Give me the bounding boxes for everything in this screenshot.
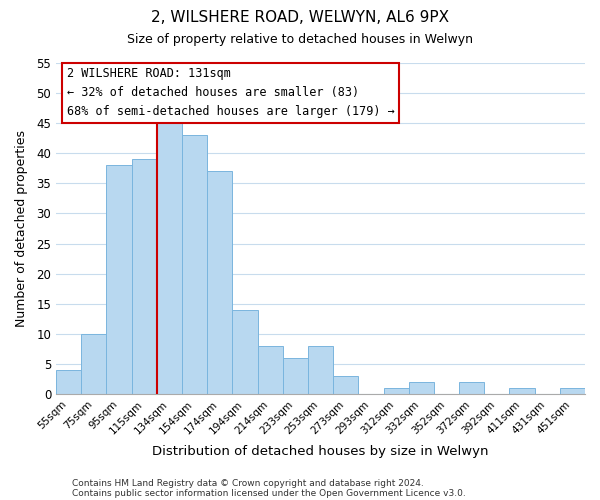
Bar	[131, 159, 157, 394]
Bar	[283, 358, 308, 395]
Text: 2 WILSHERE ROAD: 131sqm
← 32% of detached houses are smaller (83)
68% of semi-de: 2 WILSHERE ROAD: 131sqm ← 32% of detache…	[67, 68, 394, 118]
Text: 2, WILSHERE ROAD, WELWYN, AL6 9PX: 2, WILSHERE ROAD, WELWYN, AL6 9PX	[151, 10, 449, 25]
Bar	[56, 370, 81, 394]
Bar	[409, 382, 434, 394]
Text: Contains public sector information licensed under the Open Government Licence v3: Contains public sector information licen…	[72, 488, 466, 498]
X-axis label: Distribution of detached houses by size in Welwyn: Distribution of detached houses by size …	[152, 444, 489, 458]
Bar	[106, 165, 131, 394]
Bar	[459, 382, 484, 394]
Bar	[257, 346, 283, 395]
Y-axis label: Number of detached properties: Number of detached properties	[15, 130, 28, 327]
Text: Size of property relative to detached houses in Welwyn: Size of property relative to detached ho…	[127, 32, 473, 46]
Bar	[182, 135, 207, 394]
Bar	[308, 346, 333, 395]
Text: Contains HM Land Registry data © Crown copyright and database right 2024.: Contains HM Land Registry data © Crown c…	[72, 478, 424, 488]
Bar	[207, 171, 232, 394]
Bar	[333, 376, 358, 394]
Bar	[157, 117, 182, 394]
Bar	[560, 388, 585, 394]
Bar	[383, 388, 409, 394]
Bar	[509, 388, 535, 394]
Bar	[232, 310, 257, 394]
Bar	[81, 334, 106, 394]
